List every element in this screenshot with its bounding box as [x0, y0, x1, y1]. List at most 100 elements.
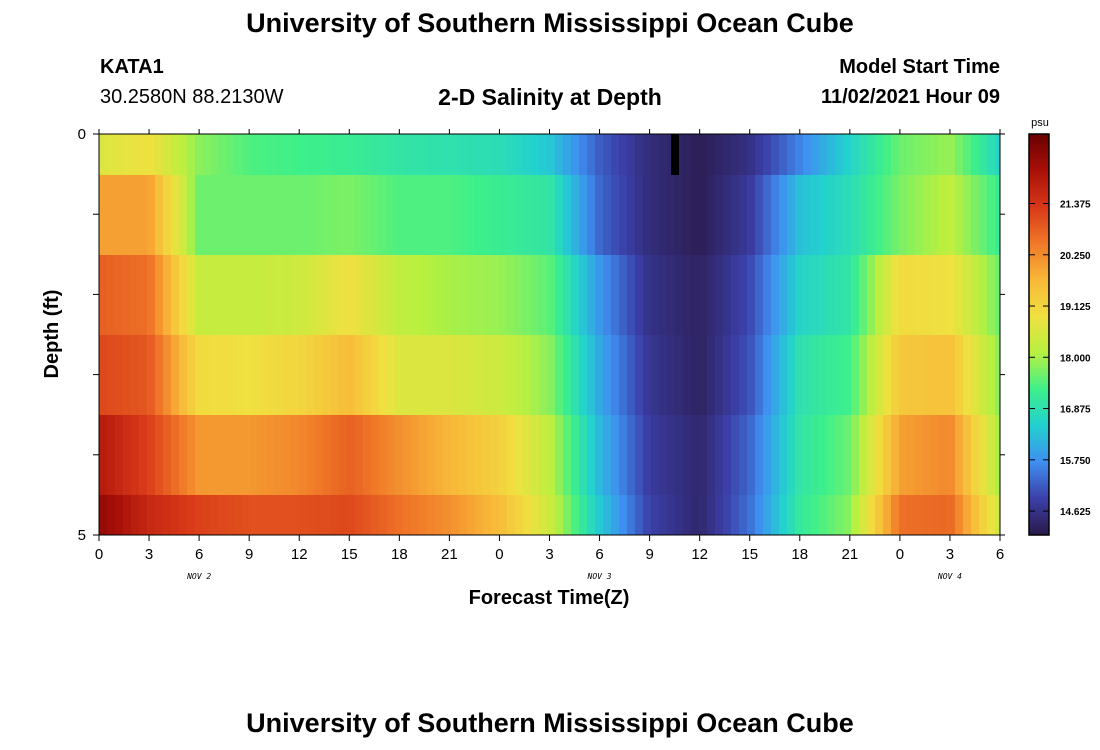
- heatmap-cell: [963, 495, 972, 535]
- heatmap-cell: [131, 175, 140, 255]
- heatmap-cell: [491, 175, 500, 255]
- heatmap-cell: [803, 134, 812, 175]
- heatmap-cell: [691, 255, 700, 335]
- heatmap-cell: [539, 495, 548, 535]
- heatmap-cell: [491, 335, 500, 415]
- heatmap-cell: [147, 175, 156, 255]
- heatmap-cell: [555, 175, 564, 255]
- heatmap-cell: [939, 255, 948, 335]
- heatmap-cell: [691, 175, 700, 255]
- heatmap-cell: [547, 255, 556, 335]
- heatmap-cell: [691, 495, 700, 535]
- heatmap-cell: [827, 175, 836, 255]
- heatmap-cell: [339, 134, 348, 175]
- heatmap-cell: [251, 175, 260, 255]
- heatmap-cell: [411, 175, 420, 255]
- heatmap-cell: [731, 415, 740, 495]
- heatmap-cell: [795, 335, 804, 415]
- heatmap-cell: [555, 415, 564, 495]
- heatmap-cell: [235, 335, 244, 415]
- heatmap-cell: [675, 495, 684, 535]
- heatmap-cell: [115, 134, 124, 175]
- heatmap-cell: [771, 335, 780, 415]
- heatmap-cell: [531, 255, 540, 335]
- heatmap-cell: [467, 495, 476, 535]
- heatmap-cell: [723, 335, 732, 415]
- heatmap-cell: [123, 175, 132, 255]
- heatmap-cell: [251, 134, 260, 175]
- heatmap-cell: [659, 335, 668, 415]
- heatmap-cell: [707, 255, 716, 335]
- heatmap-cell: [651, 134, 660, 175]
- heatmap-cell: [363, 415, 372, 495]
- heatmap-cell: [115, 335, 124, 415]
- heatmap-cell: [147, 335, 156, 415]
- heatmap-cell: [115, 175, 124, 255]
- heatmap-cell: [707, 134, 716, 175]
- heatmap-cell: [99, 175, 108, 255]
- heatmap-cell: [451, 495, 460, 535]
- heatmap-cell: [795, 175, 804, 255]
- heatmap-cell: [587, 255, 596, 335]
- x-axis: 0 3 6 9 12 15 18 21 0 3 6 9 12 15 18 21 0 3 6 NOV 2 NOV 3 NOV…: [95, 129, 1004, 581]
- heatmap-cell: [259, 415, 268, 495]
- heatmap-cell: [563, 335, 572, 415]
- heatmap-cell: [579, 495, 588, 535]
- colorbar-gradient: [1029, 134, 1049, 535]
- heatmap-cell: [187, 255, 196, 335]
- heatmap-cell: [227, 175, 236, 255]
- heatmap-cell: [459, 175, 468, 255]
- heatmap-cell: [899, 335, 908, 415]
- colorbar-tick-label: 18.000: [1060, 353, 1091, 364]
- heatmap-cell: [203, 335, 212, 415]
- heatmap-cell: [347, 495, 356, 535]
- heatmap-cell: [907, 255, 916, 335]
- heatmap-cell: [787, 495, 796, 535]
- heatmap-cell: [755, 175, 764, 255]
- heatmap-cell: [259, 495, 268, 535]
- heatmap-cell: [659, 134, 668, 175]
- heatmap-cell: [411, 255, 420, 335]
- heatmap-cell: [899, 495, 908, 535]
- heatmap-cell: [731, 495, 740, 535]
- heatmap-cell: [899, 175, 908, 255]
- heatmap-cell: [595, 134, 604, 175]
- heatmap-cell: [763, 495, 772, 535]
- heatmap-cell: [667, 335, 676, 415]
- heatmap-cell: [787, 134, 796, 175]
- heatmap-cell: [243, 255, 252, 335]
- heatmap-cell: [299, 134, 308, 175]
- heatmap-cell: [811, 175, 820, 255]
- heatmap-cell: [747, 255, 756, 335]
- colorbar-tick-label: 14.625: [1060, 507, 1091, 518]
- heatmap-cell: [691, 335, 700, 415]
- heatmap-cell: [187, 175, 196, 255]
- heatmap-cell: [187, 495, 196, 535]
- heatmap-cell: [931, 134, 940, 175]
- heatmap-cell: [395, 335, 404, 415]
- heatmap-cell: [795, 255, 804, 335]
- heatmap-cell: [675, 175, 684, 255]
- heatmap-cell: [219, 175, 228, 255]
- heatmap-cell: [683, 335, 692, 415]
- heatmap-cell: [739, 255, 748, 335]
- heatmap-cell: [323, 335, 332, 415]
- heatmap-cell: [515, 495, 524, 535]
- heatmap-cell: [179, 415, 188, 495]
- heatmap-cell: [883, 495, 892, 535]
- heatmap-cell: [883, 415, 892, 495]
- heatmap-cell: [915, 255, 924, 335]
- heatmap-cell: [243, 175, 252, 255]
- heatmap-cell: [499, 255, 508, 335]
- heatmap-cell: [619, 495, 628, 535]
- heatmap-cell: [627, 255, 636, 335]
- heatmap-cell: [587, 415, 596, 495]
- heatmap-cell: [435, 415, 444, 495]
- heatmap-cell: [283, 335, 292, 415]
- heatmap-cell: [659, 175, 668, 255]
- heatmap-cell: [851, 495, 860, 535]
- heatmap-cell: [275, 255, 284, 335]
- heatmap-cell: [419, 415, 428, 495]
- heatmap-cell: [163, 255, 172, 335]
- heatmap-cell: [427, 255, 436, 335]
